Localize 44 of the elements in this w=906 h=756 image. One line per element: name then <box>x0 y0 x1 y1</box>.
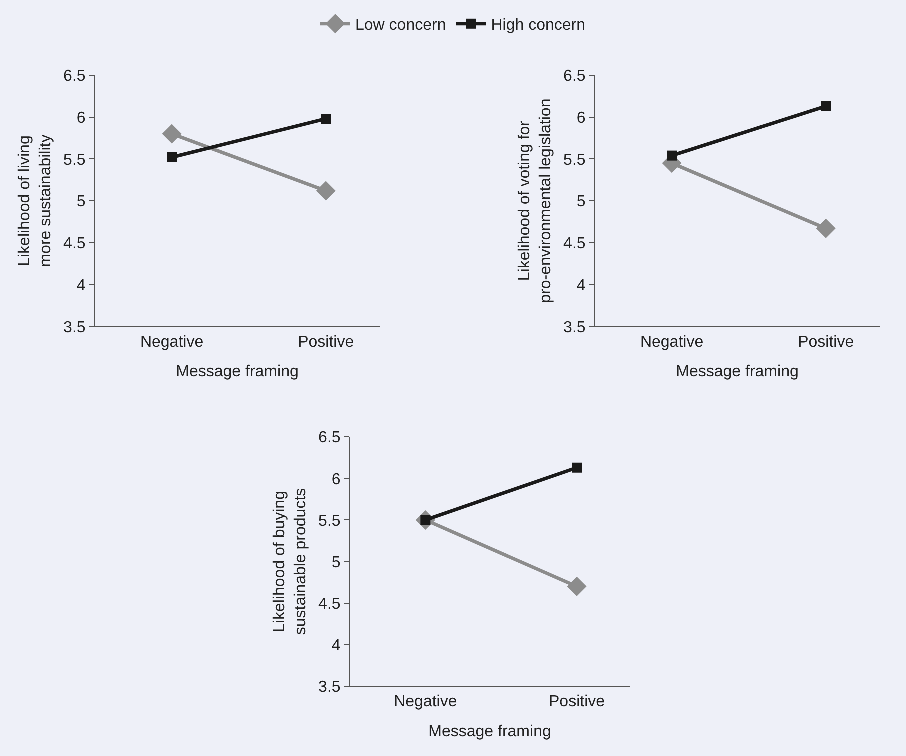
y-tick-label: 6 <box>332 471 341 488</box>
y-tick-label: 5 <box>76 194 86 211</box>
x-axis-title: Message framing <box>428 723 552 740</box>
x-tick-label: Negative <box>140 334 204 351</box>
y-tick-label: 3.5 <box>318 678 341 696</box>
y-tick-label: 4.5 <box>318 596 341 613</box>
point <box>821 101 832 112</box>
y-tick-label: 6.5 <box>64 68 86 86</box>
y-tick-label: 6.5 <box>564 68 586 86</box>
y-tick-label: 4.5 <box>564 236 586 253</box>
y-tick-label: 5 <box>576 194 586 211</box>
y-axis-title: Likelihood of buying sustainable products <box>272 488 310 636</box>
legend-label: High concern <box>491 17 586 34</box>
point <box>321 114 332 124</box>
y-tick-label: 6 <box>76 110 86 127</box>
y-tick-label: 4 <box>576 277 586 294</box>
y-tick-label: 6.5 <box>318 430 341 447</box>
x-tick-label: Positive <box>798 334 854 351</box>
point <box>162 124 182 144</box>
y-tick-label: 4 <box>76 277 86 294</box>
y-axis-title: Likelihood of living more sustainability <box>16 134 54 268</box>
x-axis-title: Message framing <box>676 364 799 381</box>
y-tick-label: 5.5 <box>64 152 86 169</box>
y-axis-title: Likelihood of voting for pro-environmental legislation <box>516 98 554 304</box>
y-tick-label: 6 <box>576 110 586 127</box>
point <box>667 150 678 161</box>
y-tick-label: 5.5 <box>318 512 341 530</box>
x-tick-label: Positive <box>298 334 354 351</box>
x-tick-label: Positive <box>549 694 606 711</box>
y-tick-label: 3.5 <box>64 319 86 336</box>
point <box>316 181 336 201</box>
x-tick-label: Negative <box>640 334 704 351</box>
y-tick-label: 4 <box>332 637 341 654</box>
point <box>816 218 836 238</box>
point <box>167 152 178 162</box>
point <box>567 576 587 596</box>
y-tick-label: 3.5 <box>564 319 586 336</box>
x-tick-label: Negative <box>394 694 458 711</box>
y-tick-label: 5 <box>332 554 341 572</box>
x-axis-title: Message framing <box>176 364 299 381</box>
point <box>572 462 582 473</box>
legend-label: Low concern <box>356 17 446 34</box>
y-tick-label: 5.5 <box>564 152 586 169</box>
y-tick-label: 4.5 <box>64 236 86 253</box>
